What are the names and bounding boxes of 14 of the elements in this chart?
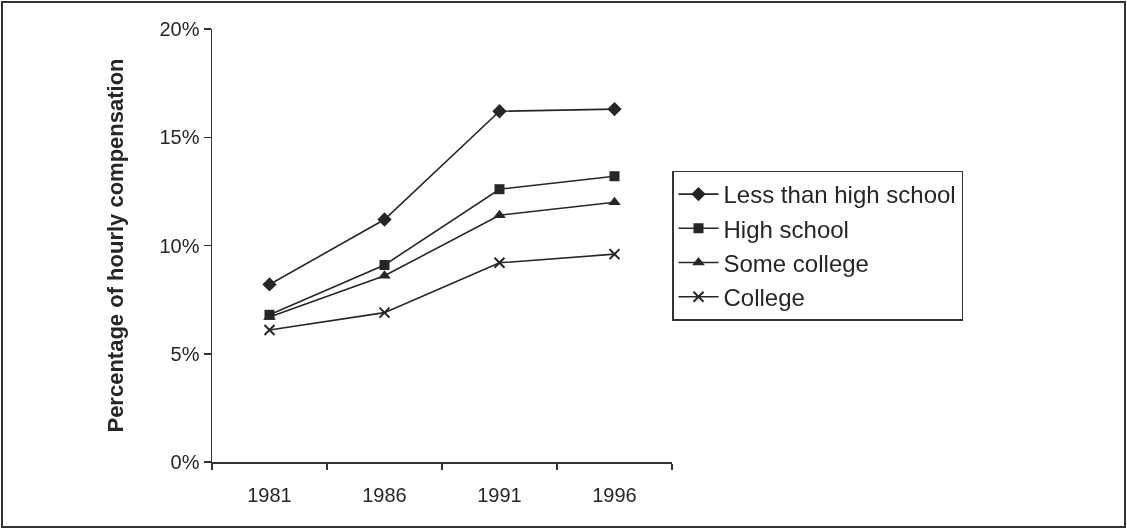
y-tick-label: 5% bbox=[170, 342, 200, 365]
y-tick-label: 15% bbox=[159, 126, 200, 149]
x-tick-label: 1991 bbox=[477, 483, 522, 506]
y-axis-title: Percentage of hourly compensation bbox=[102, 58, 128, 433]
y-tick-label: 0% bbox=[170, 451, 200, 473]
legend-label: High school bbox=[723, 215, 849, 243]
x-tick-label: 1996 bbox=[592, 483, 637, 506]
x-tick-label: 1981 bbox=[247, 483, 292, 506]
y-tick-label: 20% bbox=[159, 18, 200, 40]
x-tick-label: 1986 bbox=[362, 483, 407, 506]
y-tick-label: 10% bbox=[159, 234, 200, 257]
legend-label: College bbox=[723, 284, 805, 312]
legend-label: Less than high school bbox=[723, 181, 956, 209]
legend-label: Some college bbox=[723, 249, 869, 277]
